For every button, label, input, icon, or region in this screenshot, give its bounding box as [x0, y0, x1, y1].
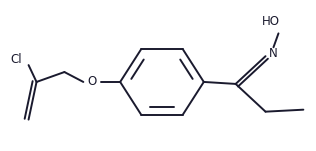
Text: O: O: [88, 76, 97, 88]
Text: HO: HO: [262, 15, 280, 28]
Text: Cl: Cl: [11, 53, 22, 66]
Text: N: N: [269, 47, 278, 60]
